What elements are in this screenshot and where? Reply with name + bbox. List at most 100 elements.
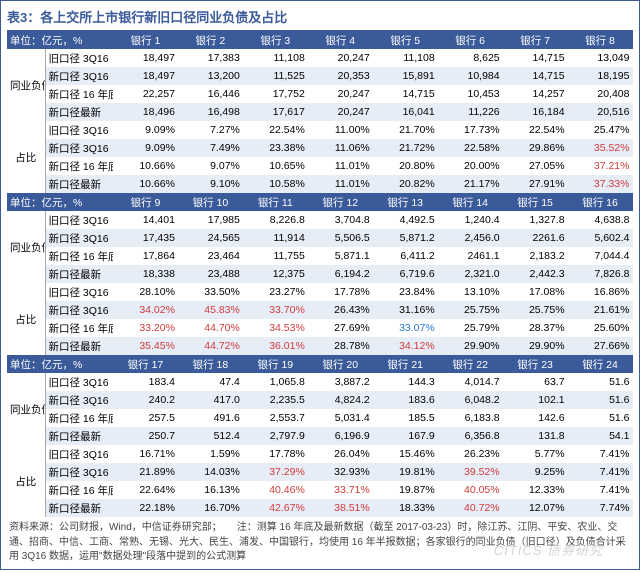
- section-label: 同业负债: [7, 373, 45, 445]
- row-name: 新口径最新: [45, 499, 113, 517]
- col-header: 银行 24: [568, 355, 633, 373]
- data-cell: 5.77%: [503, 445, 568, 463]
- data-cell: 4,824.2: [308, 391, 373, 409]
- row-name: 新口径 3Q16: [45, 139, 113, 157]
- data-cell: 11,525: [243, 67, 308, 85]
- data-cell: 32.93%: [308, 463, 373, 481]
- data-cell: 6,048.2: [438, 391, 503, 409]
- data-cell: 167.9: [373, 427, 438, 445]
- data-cell: 7.41%: [568, 463, 633, 481]
- data-cell: 2,797.9: [243, 427, 308, 445]
- data-cell: 27.69%: [308, 319, 373, 337]
- col-header: 银行 17: [113, 355, 178, 373]
- data-cell: 12.07%: [503, 499, 568, 517]
- data-cell: 11,108: [243, 49, 308, 67]
- data-cell: 512.4: [178, 427, 243, 445]
- data-cell: 13.10%: [438, 283, 503, 301]
- data-cell: 16.71%: [113, 445, 178, 463]
- data-cell: 9.09%: [113, 139, 178, 157]
- data-cell: 7.41%: [568, 445, 633, 463]
- data-cell: 21.89%: [113, 463, 178, 481]
- data-cell: 16.86%: [568, 283, 633, 301]
- data-cell: 2,442.3: [503, 265, 568, 283]
- data-cell: 17,985: [178, 211, 243, 229]
- data-cell: 11,914: [243, 229, 308, 247]
- data-cell: 29.90%: [503, 337, 568, 355]
- data-cell: 5,871.1: [308, 247, 373, 265]
- data-cell: 51.6: [568, 391, 633, 409]
- data-cell: 20,408: [568, 85, 633, 103]
- data-cell: 23,464: [178, 247, 243, 265]
- data-cell: 8,625: [438, 49, 503, 67]
- row-name: 旧口径 3Q16: [45, 121, 113, 139]
- data-cell: 21.61%: [568, 301, 633, 319]
- col-header: 银行 20: [308, 355, 373, 373]
- row-name: 新口径 16 年底: [45, 157, 113, 175]
- data-cell: 26.23%: [438, 445, 503, 463]
- data-cell: 14,715: [373, 85, 438, 103]
- data-cell: 250.7: [113, 427, 178, 445]
- data-cell: 491.6: [178, 409, 243, 427]
- row-name: 新口径 3Q16: [45, 391, 113, 409]
- data-cell: 18,497: [113, 67, 178, 85]
- data-cell: 31.16%: [373, 301, 438, 319]
- data-cell: 2461.1: [438, 247, 503, 265]
- row-name: 新口径 16 年底: [45, 409, 113, 427]
- data-cell: 8,226.8: [243, 211, 308, 229]
- data-cell: 2,235.5: [243, 391, 308, 409]
- data-cell: 6,411.2: [373, 247, 438, 265]
- table-title: 表3：各上交所上市银行新旧口径同业负债及占比: [7, 5, 633, 31]
- data-cell: 12,375: [243, 265, 308, 283]
- col-header: 银行 21: [373, 355, 438, 373]
- row-name: 新口径 16 年底: [45, 247, 113, 265]
- data-cell: 102.1: [503, 391, 568, 409]
- data-cell: 40.72%: [438, 499, 503, 517]
- data-cell: 33.50%: [178, 283, 243, 301]
- watermark: CITICS 债券研究: [494, 542, 603, 561]
- data-cell: 3,704.8: [308, 211, 373, 229]
- data-cell: 16,498: [178, 103, 243, 121]
- section-label: 同业负债: [7, 211, 45, 283]
- data-cell: 183.4: [113, 373, 178, 391]
- data-cell: 33.20%: [113, 319, 178, 337]
- data-cell: 10.58%: [243, 175, 308, 193]
- col-header: 银行 18: [178, 355, 243, 373]
- unit-label: 单位：亿元，%: [7, 31, 113, 49]
- data-cell: 14.03%: [178, 463, 243, 481]
- data-cell: 15.46%: [373, 445, 438, 463]
- row-name: 旧口径 3Q16: [45, 373, 113, 391]
- data-cell: 18,497: [113, 49, 178, 67]
- col-header: 银行 4: [308, 31, 373, 49]
- data-cell: 28.37%: [503, 319, 568, 337]
- data-cell: 16,446: [178, 85, 243, 103]
- data-cell: 22.54%: [243, 121, 308, 139]
- data-cell: 20,353: [308, 67, 373, 85]
- data-cell: 18,338: [113, 265, 178, 283]
- data-cell: 25.60%: [568, 319, 633, 337]
- data-cell: 44.70%: [178, 319, 243, 337]
- data-cell: 23.38%: [243, 139, 308, 157]
- data-cell: 11.01%: [308, 157, 373, 175]
- data-cell: 142.6: [503, 409, 568, 427]
- data-cell: 10,984: [438, 67, 503, 85]
- data-cell: 34.12%: [373, 337, 438, 355]
- row-name: 旧口径 3Q16: [45, 445, 113, 463]
- data-cell: 20.82%: [373, 175, 438, 193]
- data-cell: 10,453: [438, 85, 503, 103]
- data-cell: 27.05%: [503, 157, 568, 175]
- data-cell: 131.8: [503, 427, 568, 445]
- data-cell: 2261.6: [503, 229, 568, 247]
- data-cell: 40.46%: [243, 481, 308, 499]
- data-cell: 9.07%: [178, 157, 243, 175]
- data-cell: 7.27%: [178, 121, 243, 139]
- row-name: 新口径 3Q16: [45, 463, 113, 481]
- data-cell: 16,184: [503, 103, 568, 121]
- row-name: 新口径 3Q16: [45, 67, 113, 85]
- data-cell: 7.74%: [568, 499, 633, 517]
- data-cell: 5,871.2: [373, 229, 438, 247]
- data-cell: 23,488: [178, 265, 243, 283]
- unit-label: 单位：亿元，%: [7, 355, 113, 373]
- data-cell: 51.6: [568, 373, 633, 391]
- data-cell: 5,506.5: [308, 229, 373, 247]
- data-cell: 27.91%: [503, 175, 568, 193]
